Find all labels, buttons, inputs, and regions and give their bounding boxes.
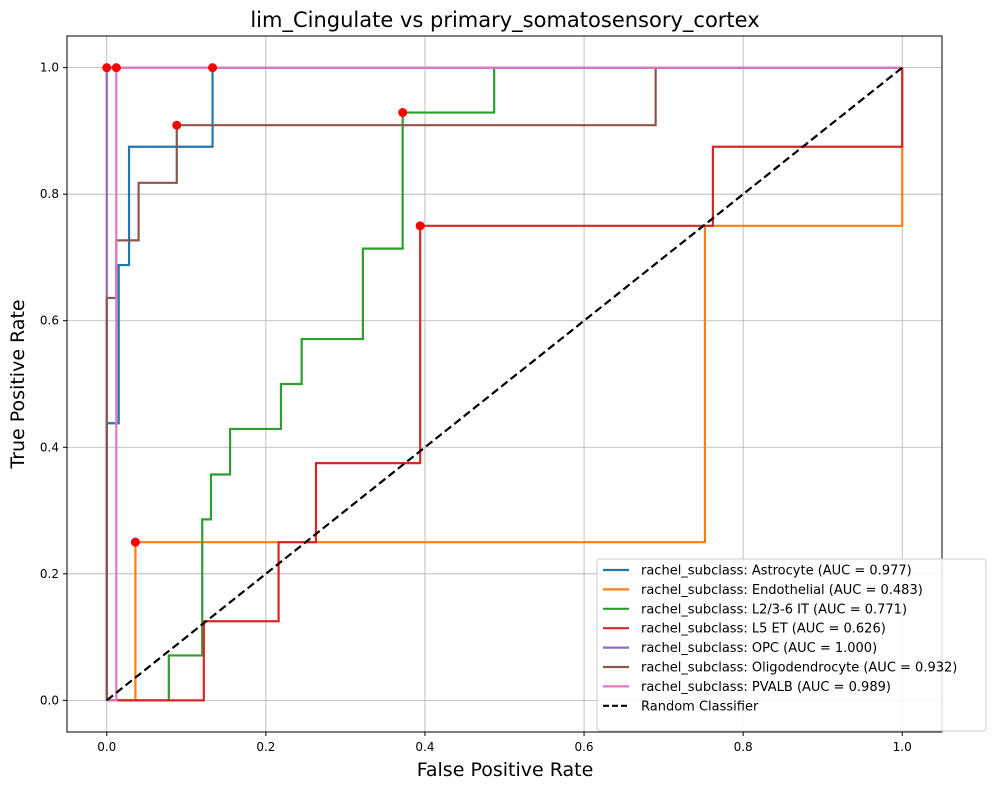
series-line-0 <box>105 66 903 701</box>
legend-label-0: rachel_subclass: Astrocyte (AUC = 0.977) <box>641 564 912 579</box>
x-tick-label: 0.0 <box>97 740 116 754</box>
plot-frame <box>66 35 943 733</box>
optimal-point-6 <box>111 63 121 73</box>
y-tick-label: 0.6 <box>40 314 59 328</box>
legend-label-4: rachel_subclass: OPC (AUC = 1.000) <box>641 641 877 656</box>
optimal-point-1 <box>130 537 140 547</box>
series-line-3 <box>106 67 904 702</box>
optimal-point-3 <box>415 221 425 231</box>
series-line-5 <box>105 66 903 701</box>
marker-layer <box>102 63 425 547</box>
x-tick-label: 0.8 <box>734 740 753 754</box>
legend-label-6: rachel_subclass: PVALB (AUC = 0.989) <box>641 680 891 695</box>
optimal-point-2 <box>398 108 408 118</box>
legend-label-1: rachel_subclass: Endothelial (AUC = 0.48… <box>641 583 923 598</box>
y-tick-label: 1.0 <box>40 61 59 75</box>
legend-label-7: Random Classifier <box>641 699 759 714</box>
x-axis-title: False Positive Rate <box>417 759 594 781</box>
series-line-6 <box>106 66 903 702</box>
optimal-point-4 <box>102 63 112 73</box>
y-axis-title: True Positive Rate <box>7 299 29 469</box>
legend-label-3: rachel_subclass: L5 ET (AUC = 0.626) <box>641 622 886 637</box>
chart-title: lim_Cingulate vs primary_somatosensory_c… <box>250 8 759 33</box>
x-tick-label: 0.6 <box>574 740 593 754</box>
series-line-2 <box>106 66 903 702</box>
y-tick-label: 0.8 <box>40 187 59 201</box>
legend-box <box>596 558 987 732</box>
tick-layer: 0.0 0.2 0.4 0.6 0.8 1.0 0.0 0.2 0.4 0.6 0.8 1.0 <box>40 61 912 754</box>
legend-label-2: rachel_subclass: L2/3-6 IT (AUC = 0.771) <box>641 602 907 617</box>
legend-label-5: rachel_subclass: Oligodendrocyte (AUC = … <box>641 661 957 676</box>
x-tick-label: 0.2 <box>256 740 275 754</box>
legend: rachel_subclass: Astrocyte (AUC = 0.977)… <box>596 558 987 732</box>
optimal-point-0 <box>208 63 218 73</box>
x-tick-label: 0.4 <box>415 740 434 754</box>
series-line-7 <box>106 66 903 702</box>
y-tick-label: 0.2 <box>40 567 59 581</box>
y-tick-label: 0.4 <box>40 440 59 454</box>
x-tick-label: 1.0 <box>893 740 912 754</box>
optimal-point-5 <box>172 120 182 130</box>
y-tick-label: 0.0 <box>40 693 59 707</box>
